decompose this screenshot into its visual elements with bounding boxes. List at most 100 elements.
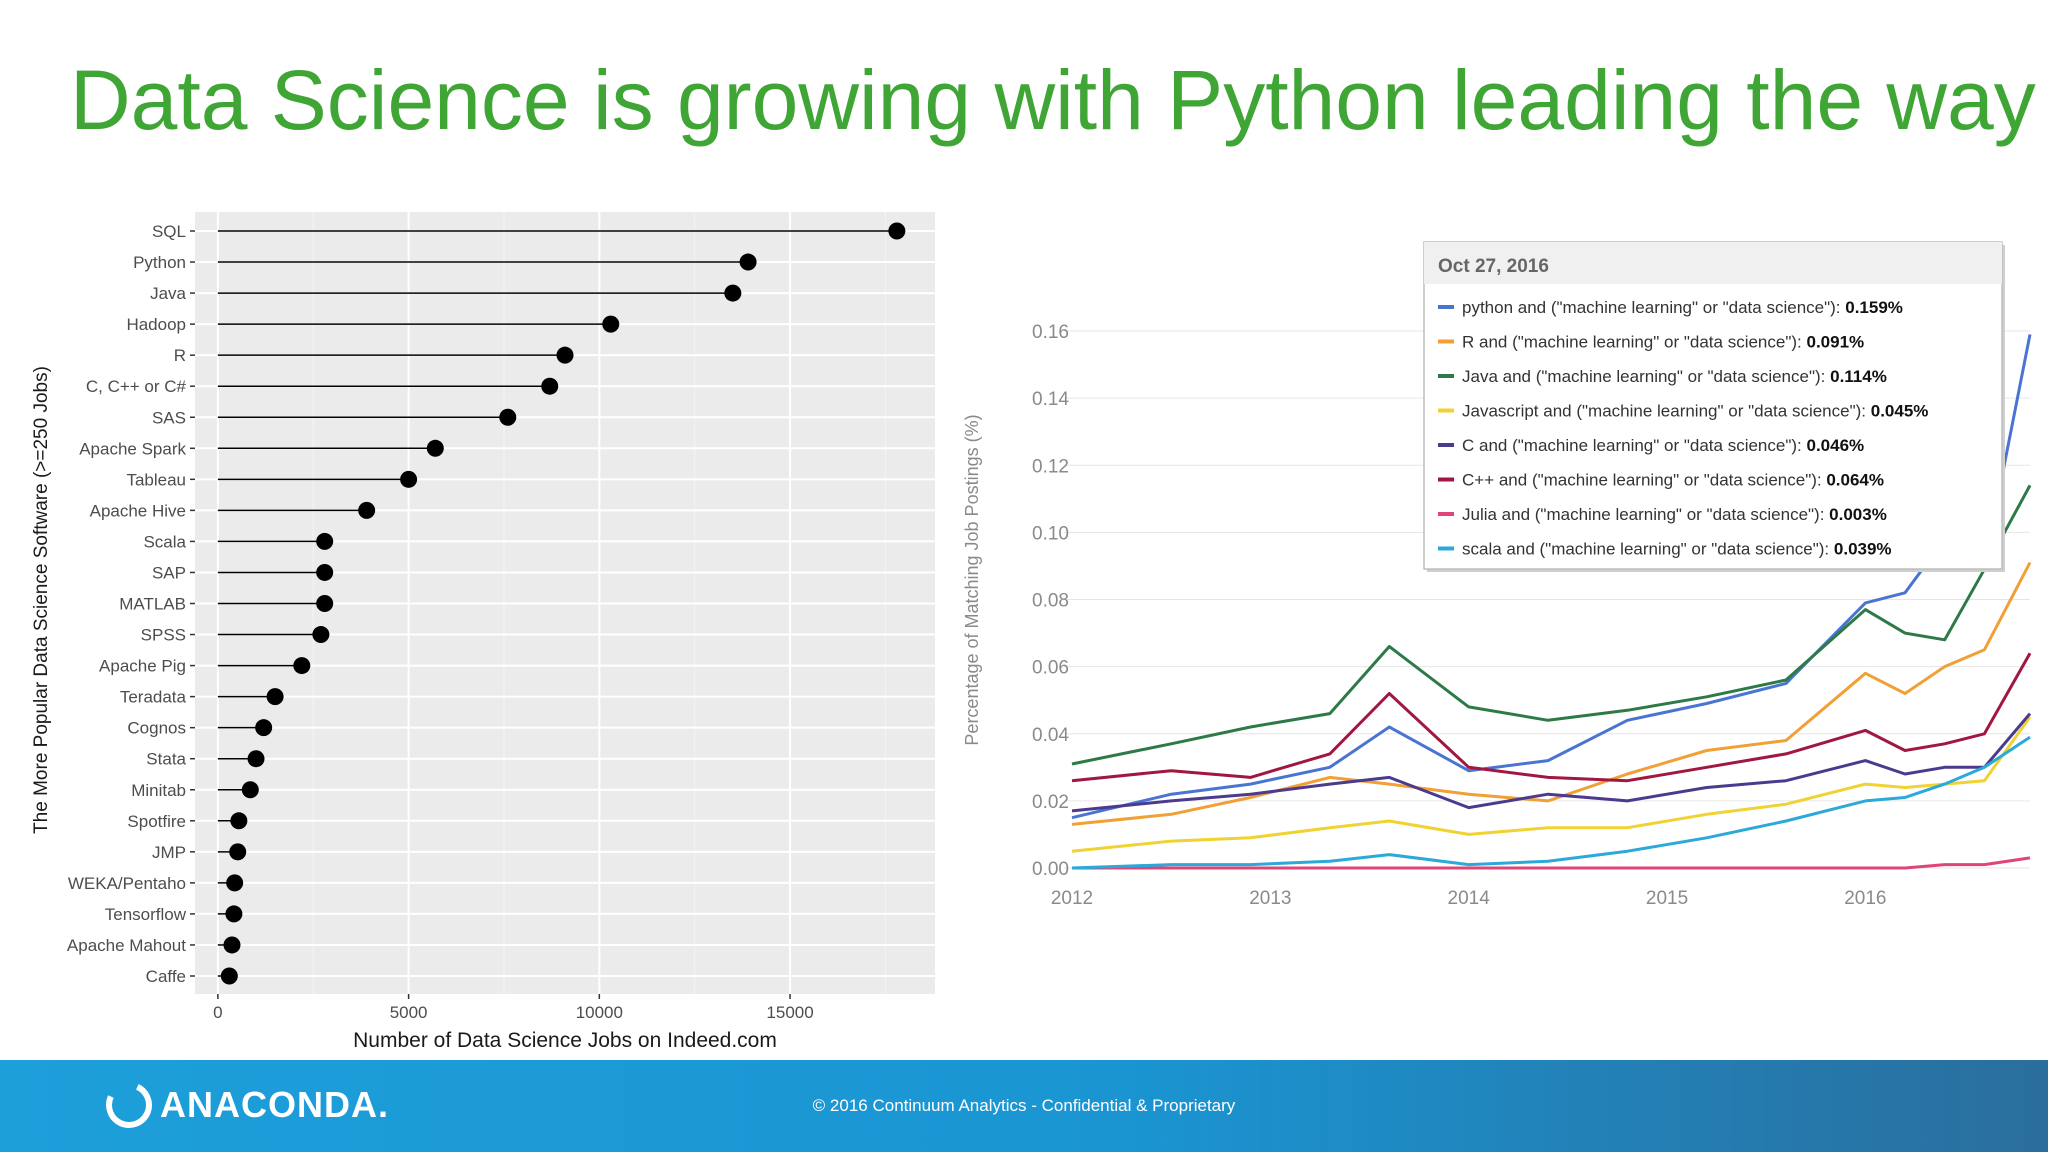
y-tick-label: SAS: [152, 408, 186, 427]
y-tick-label: 0.16: [1032, 322, 1069, 343]
lollipop-point: [316, 563, 334, 581]
lollipop-point: [426, 439, 444, 457]
lollipop-point: [230, 812, 248, 830]
x-tick-label: 10000: [576, 1003, 623, 1022]
y-tick-label: Tensorflow: [105, 905, 187, 924]
lollipop-point: [241, 781, 259, 799]
y-tick-label: Teradata: [120, 688, 187, 707]
y-tick-label: Minitab: [131, 781, 186, 800]
legend-series-name: python and ("machine learning" or "data …: [1462, 298, 1845, 317]
y-tick-label: 0.04: [1032, 725, 1069, 746]
legend-series-name: Javascript and ("machine learning" or "d…: [1462, 402, 1871, 421]
x-tick-label: 5000: [390, 1003, 428, 1022]
x-tick-label: 2016: [1844, 888, 1886, 909]
lollipop-point: [316, 595, 334, 612]
legend-series-name: R and ("machine learning" or "data scien…: [1462, 333, 1806, 352]
tooltip-date: Oct 27, 2016: [1438, 256, 1549, 277]
y-tick-label: Apache Hive: [90, 501, 186, 520]
jobs-lollipop-chart: SQL Python Java Hadoop R C, C++ or C# SAS Apach…: [31, 212, 935, 1052]
legend-entry: Java and ("machine learning" or "data sc…: [1462, 367, 1887, 386]
series-line: [1071, 712, 2032, 813]
anaconda-logo-text: ANACONDA.: [160, 1084, 389, 1125]
tooltip-header: [1424, 242, 2002, 284]
y-tick-label: Java: [150, 284, 186, 303]
legend-series-value: 0.064%: [1826, 471, 1884, 490]
legend-series-name: Java and ("machine learning" or "data sc…: [1462, 367, 1830, 386]
lollipop-point: [266, 688, 284, 706]
slide-title: Data Science is growing with Python lead…: [70, 53, 2036, 147]
legend-entry: scala and ("machine learning" or "data s…: [1462, 540, 1892, 559]
legend-series-name: C and ("machine learning" or "data scien…: [1462, 436, 1806, 455]
y-tick-label: Spotfire: [127, 812, 186, 831]
y-tick-label: Apache Spark: [79, 439, 186, 458]
y-tick-label: SAP: [152, 563, 186, 582]
y-tick-label: MATLAB: [119, 595, 186, 614]
legend-entry: C++ and ("machine learning" or "data sci…: [1462, 471, 1884, 490]
legend-series-name: C++ and ("machine learning" or "data sci…: [1462, 471, 1826, 490]
series-line: [1072, 856, 2031, 870]
lollipop-point: [358, 501, 376, 519]
y-tick-label: 0.14: [1032, 389, 1069, 410]
legend-entry: Javascript and ("machine learning" or "d…: [1462, 402, 1928, 421]
y-tick-label: Apache Pig: [99, 657, 186, 676]
y-tick-label: Hadoop: [126, 315, 186, 334]
legend-series-value: 0.046%: [1806, 436, 1864, 455]
lollipop-point: [316, 532, 334, 550]
y-tick-label: JMP: [152, 843, 186, 862]
y-tick-label: 0.06: [1032, 658, 1069, 679]
legend-series-value: 0.045%: [1871, 402, 1929, 421]
y-tick-label: Stata: [146, 750, 186, 769]
x-tick-label: 2015: [1646, 888, 1688, 909]
lollipop-point: [739, 253, 757, 271]
legend-entry: R and ("machine learning" or "data scien…: [1462, 333, 1864, 352]
y-tick-label: 0.00: [1032, 859, 1069, 880]
x-tick-label: 15000: [766, 1003, 813, 1022]
series-line: [1071, 716, 2032, 853]
y-tick-label: 0.12: [1032, 456, 1069, 477]
lollipop-point: [724, 284, 742, 302]
y-tick-label: WEKA/Pentaho: [68, 874, 186, 893]
y-tick-label: 0.02: [1032, 792, 1069, 813]
y-tick-label: Caffe: [146, 967, 186, 986]
series-line: [1071, 652, 2032, 783]
y-tick-label: Scala: [143, 532, 186, 551]
lollipop-point: [293, 657, 311, 675]
legend-entry: C and ("machine learning" or "data scien…: [1462, 436, 1864, 455]
lollipop-point: [255, 719, 273, 737]
y-tick-label: 0.10: [1032, 523, 1069, 544]
lollipop-point: [499, 408, 517, 426]
lollipop-point: [556, 346, 574, 364]
lollipop-point: [225, 905, 243, 923]
y-tick-label: R: [174, 346, 186, 365]
legend-entry: Julia and ("machine learning" or "data s…: [1462, 505, 1887, 524]
y-tick-label: C, C++ or C#: [86, 377, 187, 396]
y-tick-label: SPSS: [141, 626, 186, 645]
x-tick-label: 2014: [1448, 888, 1491, 909]
y-tick-label: Apache Mahout: [67, 936, 186, 955]
job-postings-line-chart: 0.00 0.02 0.04 0.06 0.08 0.10 0.12 0.14 0.16 2012…: [962, 241, 2032, 909]
footer-bar: [0, 1060, 2048, 1152]
series-line: [1071, 735, 2031, 870]
x-axis-title: Number of Data Science Jobs on Indeed.co…: [353, 1029, 777, 1052]
legend-entry: python and ("machine learning" or "data …: [1462, 298, 1903, 317]
lollipop-point: [223, 936, 241, 954]
lollipop-point: [888, 222, 906, 240]
y-tick-label: Tableau: [126, 470, 186, 489]
y-tick-label: Python: [133, 253, 186, 272]
legend-series-name: Julia and ("machine learning" or "data s…: [1462, 505, 1829, 524]
lollipop-point: [312, 626, 330, 644]
lollipop-point: [400, 470, 418, 488]
copyright-text: © 2016 Continuum Analytics - Confidentia…: [812, 1096, 1236, 1115]
legend-series-value: 0.114%: [1830, 367, 1887, 386]
lollipop-point: [247, 750, 265, 768]
legend-series-value: 0.039%: [1834, 540, 1892, 559]
legend-series-name: scala and ("machine learning" or "data s…: [1462, 540, 1834, 559]
y-axis-title: The More Popular Data Science Software (…: [31, 366, 52, 834]
legend-series-value: 0.091%: [1806, 333, 1864, 352]
series-line: [1071, 484, 2032, 766]
lollipop-point: [229, 843, 247, 861]
lollipop-point: [602, 315, 620, 333]
lollipop-point: [226, 874, 244, 892]
x-tick-label: 2013: [1249, 888, 1291, 909]
x-tick-label: 2012: [1051, 888, 1093, 909]
